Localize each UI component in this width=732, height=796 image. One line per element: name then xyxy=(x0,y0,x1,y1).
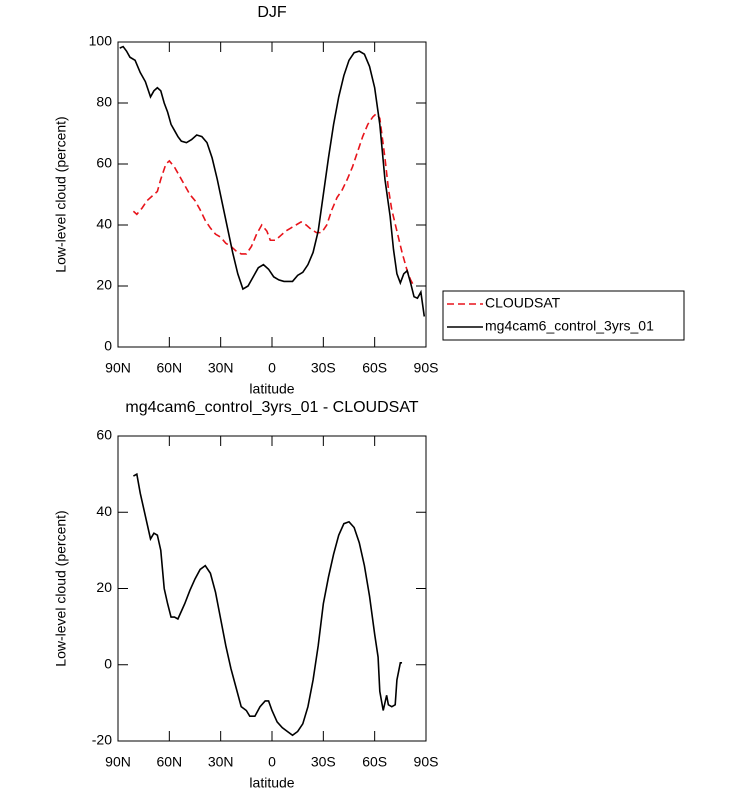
plot-frame xyxy=(117,435,427,742)
legend: CLOUDSAT mg4cam6_control_3yrs_01 xyxy=(442,290,685,341)
x-tick-label: 30S xyxy=(311,360,336,376)
chart-title: DJF xyxy=(257,4,287,21)
x-tick-label: 90S xyxy=(414,754,439,770)
x-tick-label: 0 xyxy=(268,360,276,376)
y-tick-label: 100 xyxy=(89,33,113,49)
x-tick-label: 90S xyxy=(414,360,439,376)
data-line xyxy=(132,112,415,287)
x-tick-label: 30N xyxy=(208,360,234,376)
x-tick-label: 30N xyxy=(208,754,234,770)
legend-box xyxy=(442,290,685,341)
data-line xyxy=(133,472,403,737)
x-axis-label: latitude xyxy=(249,775,294,791)
plot-frame xyxy=(117,41,427,348)
y-tick-label: 20 xyxy=(96,579,112,595)
y-axis-label: Low-level cloud (percent) xyxy=(53,510,69,666)
y-tick-label: 80 xyxy=(96,94,112,110)
y-tick-label: 40 xyxy=(96,503,112,519)
y-tick-label: 40 xyxy=(96,216,112,232)
legend-label: CLOUDSAT xyxy=(485,295,561,311)
y-tick-label: 20 xyxy=(96,277,112,293)
y-axis-label: Low-level cloud (percent) xyxy=(53,116,69,272)
y-tick-label: 0 xyxy=(104,338,112,354)
x-tick-label: 90N xyxy=(105,754,131,770)
x-tick-label: 90N xyxy=(105,360,131,376)
legend-label: mg4cam6_control_3yrs_01 xyxy=(485,318,654,334)
y-tick-label: 60 xyxy=(96,155,112,171)
x-tick-label: 60S xyxy=(362,754,387,770)
y-tick-label: -20 xyxy=(92,732,112,748)
x-tick-label: 60N xyxy=(156,754,182,770)
x-tick-label: 60N xyxy=(156,360,182,376)
x-tick-label: 30S xyxy=(311,754,336,770)
y-tick-label: 0 xyxy=(104,655,112,671)
chart-title: mg4cam6_control_3yrs_01 - CLOUDSAT xyxy=(125,399,418,416)
y-tick-label: 60 xyxy=(96,427,112,443)
x-tick-label: 60S xyxy=(362,360,387,376)
data-line xyxy=(119,45,426,317)
x-tick-label: 0 xyxy=(268,754,276,770)
x-axis-label: latitude xyxy=(249,381,294,397)
